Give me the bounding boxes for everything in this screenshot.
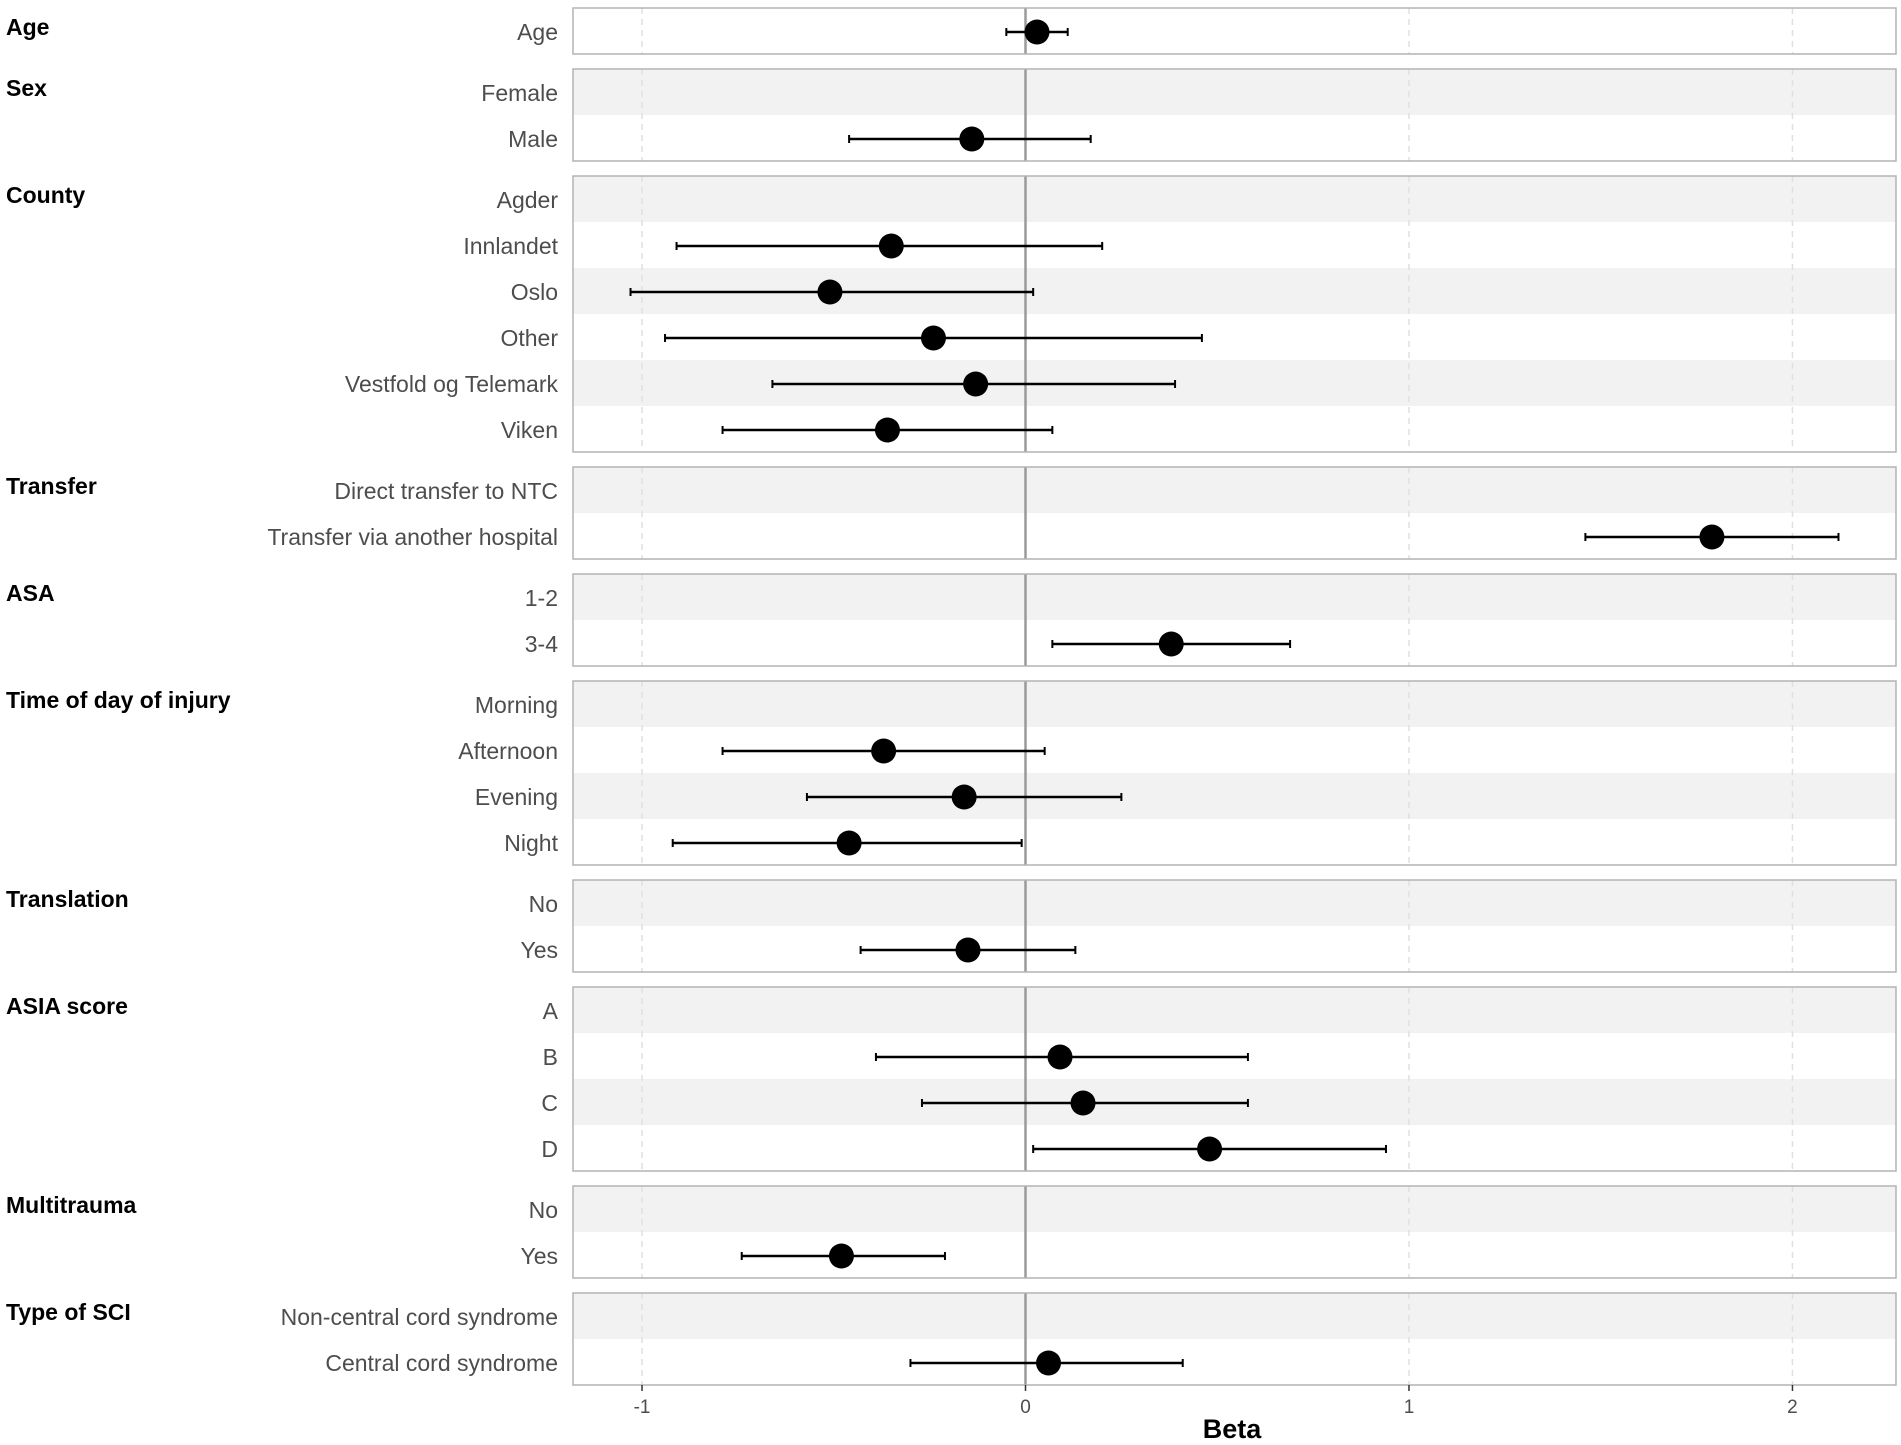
row-label: No xyxy=(529,891,558,917)
estimate-point xyxy=(1158,631,1184,657)
row-label: Innlandet xyxy=(463,233,558,259)
row-label: Female xyxy=(481,80,558,106)
row-label: Afternoon xyxy=(458,738,558,764)
group-label: Translation xyxy=(6,886,129,912)
group-label: Transfer xyxy=(6,473,97,499)
group-label: ASIA score xyxy=(6,993,128,1019)
group-panel: ASA 1-2 3-4 xyxy=(6,573,1897,667)
row-label: C xyxy=(541,1090,558,1116)
group-panel: Type of SCI Non-central cord syndrome Cent… xyxy=(6,1292,1897,1386)
row-band xyxy=(573,1186,1896,1232)
row-band xyxy=(573,69,1896,115)
panels: Age Age Sex Female Male County Agder Innlandet O… xyxy=(6,7,1897,1386)
row-label: Evening xyxy=(475,784,558,810)
panel-border xyxy=(572,68,1897,162)
row-band xyxy=(573,1293,1896,1339)
row-band xyxy=(573,773,1896,819)
row-label: Yes xyxy=(520,1243,558,1269)
row-label: Oslo xyxy=(511,279,558,305)
estimate-point xyxy=(871,738,897,764)
group-panel: Sex Female Male xyxy=(6,68,1897,162)
row-band xyxy=(573,574,1896,620)
x-axis: -1 0 1 2 xyxy=(634,1385,1798,1418)
panel-border xyxy=(572,573,1897,667)
row-label: Non-central cord syndrome xyxy=(281,1304,558,1330)
estimate-point xyxy=(959,126,985,152)
group-label: ASA xyxy=(6,580,55,606)
row-label: Morning xyxy=(475,692,558,718)
estimate-point xyxy=(1047,1044,1073,1070)
row-label: A xyxy=(543,998,559,1024)
estimate-point xyxy=(828,1243,854,1269)
estimate-point xyxy=(878,233,904,259)
group-label: Multitrauma xyxy=(6,1192,137,1218)
group-panel: Time of day of injury Morning Afternoon Eve… xyxy=(6,680,1897,866)
group-label: Time of day of injury xyxy=(6,687,231,713)
estimate-point xyxy=(920,325,946,351)
row-band xyxy=(573,681,1896,727)
estimate-point xyxy=(1036,1350,1062,1376)
row-band xyxy=(573,176,1896,222)
group-label: County xyxy=(6,182,85,208)
estimate-point xyxy=(1699,524,1725,550)
row-label: 3-4 xyxy=(525,631,558,657)
panel-border xyxy=(572,986,1897,1172)
panel-border xyxy=(572,1292,1897,1386)
row-label: Transfer via another hospital xyxy=(267,524,558,550)
row-band xyxy=(573,880,1896,926)
row-label: Vestfold og Telemark xyxy=(345,371,559,397)
row-label: No xyxy=(529,1197,558,1223)
row-label: Direct transfer to NTC xyxy=(334,478,558,504)
estimate-point xyxy=(1024,19,1050,45)
row-label: 1-2 xyxy=(525,585,558,611)
row-label: Agder xyxy=(497,187,559,213)
row-label: Other xyxy=(500,325,558,351)
group-panel: Multitrauma No Yes xyxy=(6,1185,1897,1279)
panel-border xyxy=(572,1185,1897,1279)
estimate-point xyxy=(836,830,862,856)
panel-border xyxy=(572,879,1897,973)
row-label: Central cord syndrome xyxy=(325,1350,558,1376)
group-label: Age xyxy=(6,14,49,40)
panel-border xyxy=(572,680,1897,866)
estimate-point xyxy=(963,371,989,397)
estimate-point xyxy=(955,937,981,963)
x-tick-label: 1 xyxy=(1404,1397,1415,1418)
group-label: Sex xyxy=(6,75,47,101)
row-label: Night xyxy=(504,830,558,856)
x-axis-title: Beta xyxy=(1203,1414,1263,1444)
group-label: Type of SCI xyxy=(6,1299,131,1325)
x-tick-label: -1 xyxy=(634,1397,651,1418)
row-label: Age xyxy=(517,19,558,45)
row-label: Male xyxy=(508,126,558,152)
x-tick-label: 2 xyxy=(1787,1397,1798,1418)
estimate-point xyxy=(951,784,977,810)
panel-border xyxy=(572,466,1897,560)
row-label: Yes xyxy=(520,937,558,963)
estimate-point xyxy=(874,417,900,443)
row-label: B xyxy=(543,1044,558,1070)
group-panel: Translation No Yes xyxy=(6,879,1897,973)
group-panel: Transfer Direct transfer to NTC Transfer v… xyxy=(6,466,1897,560)
x-tick-label: 0 xyxy=(1020,1397,1031,1418)
row-band xyxy=(573,987,1896,1033)
panel-border xyxy=(572,7,1897,55)
group-panel: Age Age xyxy=(6,7,1897,55)
estimate-point xyxy=(1070,1090,1096,1116)
estimate-point xyxy=(817,279,843,305)
row-band xyxy=(573,467,1896,513)
group-panel: County Agder Innlandet Oslo Other Vestfold og… xyxy=(6,175,1897,453)
row-label: Viken xyxy=(501,417,558,443)
row-label: D xyxy=(541,1136,558,1162)
estimate-point xyxy=(1197,1136,1223,1162)
panel-border xyxy=(572,175,1897,453)
